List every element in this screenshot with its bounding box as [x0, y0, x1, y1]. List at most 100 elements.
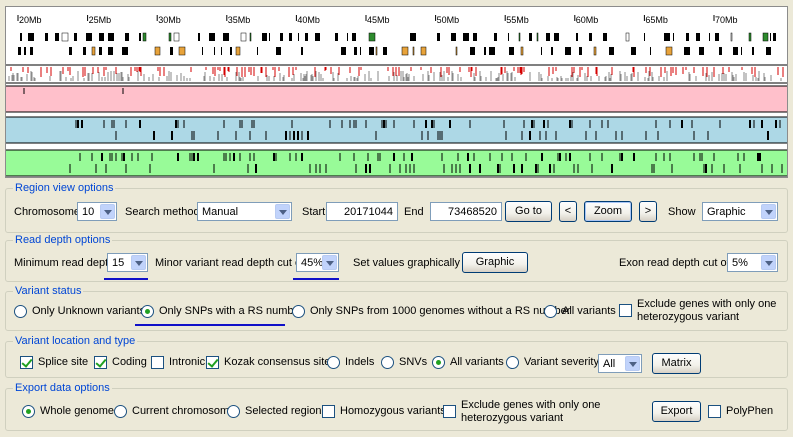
indels-label[interactable]: Indels [345, 356, 375, 368]
minor-variant-cutoff-select[interactable]: 45% [296, 253, 339, 272]
variant-severity-label[interactable]: Variant severity [524, 356, 599, 368]
snvs-label[interactable]: SNVs [399, 356, 428, 368]
graphic-button[interactable]: Graphic [462, 252, 528, 273]
scale-label: 55Mb [506, 15, 529, 25]
snvs-radio[interactable] [381, 356, 394, 369]
exclude-genes-label-line1[interactable]: Exclude genes with only one [637, 298, 777, 310]
min-read-depth-select[interactable]: 15 [107, 253, 148, 272]
homozygous-checkbox[interactable] [322, 405, 335, 418]
chevron-down-icon[interactable] [322, 255, 337, 270]
gene-block [770, 33, 771, 41]
export-exclude-genes-line2[interactable]: heterozygous variant [461, 412, 564, 424]
chevron-down-icon[interactable] [761, 204, 776, 219]
homozygous-label[interactable]: Homozygous variants [340, 405, 446, 417]
rs-number-snps-label[interactable]: Only SNPs with a RS number [159, 305, 304, 317]
1000-genomes-snps-label[interactable]: Only SNPs from 1000 genomes without a RS… [310, 305, 571, 317]
goto-button[interactable]: Go to [505, 201, 552, 222]
gene-block [369, 47, 374, 55]
current-chromosome-radio[interactable] [114, 405, 127, 418]
gene-block [55, 33, 59, 41]
variant-severity-radio[interactable] [506, 356, 519, 369]
matrix-button[interactable]: Matrix [652, 353, 701, 374]
gene-block [631, 47, 636, 55]
genome-viewer[interactable]: 20Mb 25Mb 30Mb 35Mb 40Mb 45Mb 50Mb 55Mb 60Mb 65Mb… [5, 6, 788, 178]
gene-block [28, 33, 34, 41]
gene-block [719, 47, 722, 55]
start-input[interactable]: 20171044 [326, 202, 398, 221]
exclude-genes-label-line2[interactable]: heterozygous variant [637, 311, 740, 323]
chevron-down-icon[interactable] [761, 255, 776, 270]
gene-block [489, 47, 495, 55]
chevron-down-icon[interactable] [275, 204, 290, 219]
unknown-variants-radio[interactable] [14, 305, 27, 318]
end-label: End [404, 206, 424, 218]
1000-genomes-snps-radio[interactable] [292, 305, 305, 318]
exon-cutoff-select[interactable]: 5% [727, 253, 778, 272]
whole-genome-radio[interactable] [22, 405, 35, 418]
variant-severity-select[interactable]: All [598, 354, 642, 373]
chromosome-select[interactable]: 10 [77, 202, 117, 221]
whole-genome-label[interactable]: Whole genome [40, 405, 114, 417]
sample-track [6, 86, 787, 112]
gene-block [20, 33, 22, 41]
gene-block [579, 47, 582, 55]
intronic-checkbox[interactable] [151, 356, 164, 369]
exclude-genes-checkbox[interactable] [619, 304, 632, 317]
gene-block [221, 47, 222, 55]
gene-block [214, 47, 215, 55]
gene-block [589, 33, 592, 41]
gene-block [173, 32, 180, 42]
gene-block [108, 47, 113, 55]
gene-block [125, 33, 129, 41]
annotation-underline [293, 278, 339, 280]
all-variants-label[interactable]: All variants [562, 305, 616, 317]
rs-number-snps-radio[interactable] [141, 305, 154, 318]
kozak-checkbox[interactable] [206, 356, 219, 369]
gene-block [24, 47, 26, 55]
polyphen-checkbox[interactable] [708, 405, 721, 418]
selected-region-label[interactable]: Selected region [245, 405, 322, 417]
sample-track [6, 150, 787, 176]
coding-checkbox[interactable] [94, 356, 107, 369]
all-variants-type-radio[interactable] [432, 356, 445, 369]
end-input[interactable]: 73468520 [430, 202, 502, 221]
splice-site-checkbox[interactable] [20, 356, 33, 369]
gene-block [280, 33, 283, 41]
search-method-select[interactable]: Manual [197, 202, 292, 221]
current-chromosome-label[interactable]: Current chromosome [132, 405, 236, 417]
gene-block [235, 46, 241, 56]
export-button[interactable]: Export [652, 401, 701, 422]
chevron-down-icon[interactable] [625, 356, 640, 371]
all-variants-type-label[interactable]: All variants [450, 356, 504, 368]
prev-button[interactable]: < [559, 201, 577, 222]
gene-block [730, 32, 733, 42]
gene-block [18, 47, 21, 55]
gene-block [122, 47, 128, 55]
annotation-underline [104, 278, 148, 280]
selected-region-radio[interactable] [227, 405, 240, 418]
gene-block [470, 47, 475, 55]
intronic-label[interactable]: Intronic [169, 356, 206, 368]
gene-block [773, 33, 776, 41]
genome-track-canvas[interactable]: 20Mb 25Mb 30Mb 35Mb 40Mb 45Mb 50Mb 55Mb 60Mb 65Mb… [6, 7, 788, 178]
polyphen-label[interactable]: PolyPhen [726, 405, 774, 417]
scale-label: 20Mb [19, 15, 42, 25]
kozak-label[interactable]: Kozak consensus site [224, 356, 331, 368]
splice-site-label[interactable]: Splice site [38, 356, 89, 368]
gene-block [30, 47, 33, 55]
scale-label: 60Mb [576, 15, 599, 25]
zoom-button[interactable]: Zoom [584, 201, 632, 222]
read-depth-options-group: Read depth options Minimum read depth 15… [5, 233, 788, 282]
indels-radio[interactable] [327, 356, 340, 369]
gene-block [609, 47, 614, 55]
gene-block [518, 32, 521, 42]
chevron-down-icon[interactable] [100, 204, 115, 219]
all-variants-radio[interactable] [544, 305, 557, 318]
next-button[interactable]: > [639, 201, 657, 222]
unknown-variants-label[interactable]: Only Unknown variants [32, 305, 146, 317]
export-exclude-genes-line1[interactable]: Exclude genes with only one [461, 399, 601, 411]
chevron-down-icon[interactable] [131, 255, 146, 270]
export-exclude-genes-checkbox[interactable] [443, 405, 456, 418]
coding-label[interactable]: Coding [112, 356, 147, 368]
show-select[interactable]: Graphic [702, 202, 778, 221]
